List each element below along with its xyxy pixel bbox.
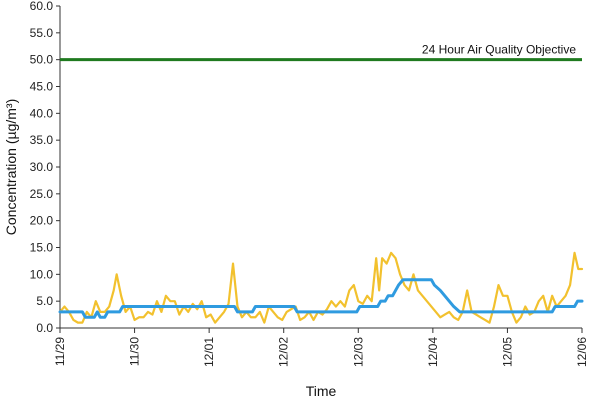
y-tick-label: 40.0 — [30, 106, 54, 120]
y-tick-label: 55.0 — [30, 26, 54, 40]
y-tick-label: 35.0 — [30, 133, 54, 147]
x-tick-label: 12/05 — [500, 337, 514, 367]
y-tick-label: 0.0 — [36, 321, 53, 335]
y-tick-label: 45.0 — [30, 80, 54, 94]
x-tick-label: 12/03 — [351, 337, 365, 367]
y-tick-label: 30.0 — [30, 160, 54, 174]
objective-label: 24 Hour Air Quality Objective — [422, 43, 576, 57]
y-tick-label: 20.0 — [30, 214, 54, 228]
x-axis-title: Time — [306, 383, 337, 399]
x-tick-label: 11/29 — [53, 337, 67, 366]
series-line-blue — [58, 278, 584, 319]
series-layer — [58, 251, 584, 324]
y-tick-label: 25.0 — [30, 187, 54, 201]
x-tick-label: 12/02 — [277, 337, 291, 367]
x-tick-label: 11/30 — [128, 337, 142, 366]
series-line-yellow — [58, 251, 584, 324]
x-axis-ticks: 11/29 11/30 12/01 12/02 12/03 12/04 12/05 12/06 — [53, 328, 589, 367]
y-tick-label: 50.0 — [30, 53, 54, 67]
y-axis-title: Concentration (µg/m³) — [3, 99, 19, 235]
y-tick-label: 15.0 — [30, 241, 54, 255]
y-axis-ticks: 0.0 5.0 10.0 15.0 20.0 25.0 30.0 35.0 40.0 45.0 50… — [30, 0, 60, 335]
y-tick-label: 5.0 — [36, 294, 53, 308]
x-tick-label: 12/06 — [575, 337, 589, 367]
y-tick-label: 60.0 — [30, 0, 54, 13]
x-tick-label: 12/01 — [202, 337, 216, 367]
x-tick-label: 12/04 — [426, 337, 440, 367]
y-tick-label: 10.0 — [30, 267, 54, 281]
